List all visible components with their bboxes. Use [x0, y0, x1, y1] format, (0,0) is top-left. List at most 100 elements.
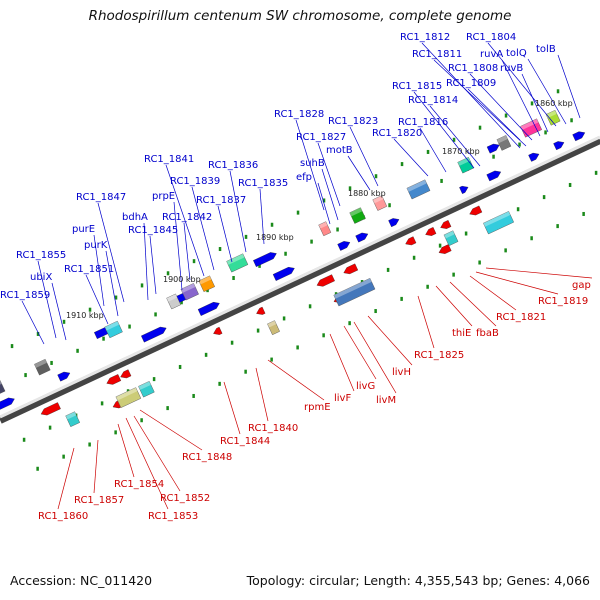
forward-gene-arrow — [528, 152, 540, 162]
leader-line-reverse — [485, 267, 593, 279]
leader-line-forward — [467, 88, 521, 141]
feature-block — [496, 135, 512, 151]
tick-mark — [284, 251, 287, 256]
feature-block-shine — [166, 293, 178, 302]
tick-mark — [426, 284, 429, 289]
tick-mark — [282, 316, 286, 321]
tick-mark — [530, 101, 534, 106]
tick-mark — [322, 198, 326, 203]
feature-block — [166, 293, 181, 310]
tick-mark — [452, 272, 455, 277]
gene-label-forward: suhB — [300, 158, 325, 169]
leader-line-forward — [295, 119, 325, 211]
tick-mark — [296, 345, 299, 350]
label-leader-lines — [21, 42, 593, 510]
gene-label-reverse: gap — [572, 280, 591, 291]
leader-line-reverse — [57, 447, 75, 510]
gene-label-forward: RC1_1851 — [64, 264, 114, 275]
gene-label-forward: RC1_1839 — [170, 176, 220, 187]
forward-gene — [0, 397, 15, 412]
tick-mark — [516, 207, 520, 212]
gene-label-forward: RC1_1823 — [328, 116, 378, 127]
gene-label-forward: purK — [84, 240, 108, 251]
tick-mark — [178, 364, 182, 369]
leader-line-forward — [321, 168, 339, 221]
leader-line-reverse — [449, 281, 497, 327]
tick-mark — [452, 137, 456, 142]
kbp-label: 1890 kbp — [256, 233, 294, 242]
leader-line-reverse — [223, 381, 241, 435]
feature-block — [349, 207, 366, 224]
tick-mark — [154, 312, 157, 317]
leader-line-reverse — [117, 423, 135, 478]
reverse-gene — [425, 227, 437, 236]
gene-label-reverse: fbaB — [476, 328, 499, 339]
reverse-gene-arrow — [40, 402, 61, 416]
leader-line-forward — [469, 73, 533, 141]
gene-label-reverse: livM — [376, 395, 396, 406]
leader-line-reverse — [329, 333, 355, 392]
tick-mark — [36, 466, 39, 471]
tick-mark — [270, 357, 273, 362]
gene-label-reverse: RC1_1852 — [160, 493, 210, 504]
colored-feature — [104, 320, 123, 339]
genome-summary-text: Topology: circular; Length: 4,355,543 bp… — [246, 573, 590, 588]
tick-mark — [374, 174, 378, 179]
leader-line-reverse — [435, 285, 473, 327]
reverse-gene — [316, 274, 335, 287]
leader-line-forward — [173, 201, 183, 291]
gene-label-reverse: RC1_1854 — [114, 479, 164, 490]
gene-label-reverse: rpmE — [304, 402, 331, 413]
gene-label-forward: RC1_1859 — [0, 290, 50, 301]
feature-block — [406, 179, 431, 200]
kbp-label: 1910 kbp — [66, 311, 104, 320]
reverse-gene-arrow — [256, 306, 266, 315]
feature-block-shine — [318, 221, 328, 229]
gene-label-reverse: RC1_1821 — [496, 312, 546, 323]
gene-label-forward: motB — [326, 145, 353, 156]
reverse-gene — [120, 369, 132, 379]
feature-block — [226, 253, 249, 273]
gene-label-forward: purE — [72, 224, 95, 235]
leader-line-reverse — [417, 295, 435, 349]
feature-block-shine — [443, 230, 455, 239]
kbp-label: 1860 kbp — [535, 99, 573, 108]
gene-label-reverse: RC1_1857 — [74, 495, 124, 506]
reverse-gene-arrow — [120, 369, 132, 379]
reverse-gene — [213, 326, 223, 335]
gene-label-forward: ubiX — [30, 272, 52, 283]
forward-gene-arrow — [337, 241, 351, 251]
forward-gene-arrow — [141, 326, 167, 343]
tick-mark — [232, 276, 235, 281]
gene-label-forward: RC1_1812 — [400, 32, 450, 43]
leader-line-forward — [85, 274, 109, 325]
tick-mark — [102, 336, 105, 341]
gene-label-forward: RC1_1811 — [412, 49, 462, 60]
leader-line-forward — [259, 188, 265, 245]
gene-label-reverse: RC1_1848 — [182, 452, 232, 463]
forward-gene-arrow — [553, 141, 565, 151]
gene-label-forward: tolB — [536, 44, 556, 55]
leader-line-forward — [413, 91, 475, 169]
reverse-gene — [469, 205, 483, 216]
gene-label-forward: RC1_1845 — [128, 225, 178, 236]
leader-line-forward — [317, 182, 331, 225]
gene-label-forward: RC1_1815 — [392, 81, 442, 92]
leader-line-forward — [105, 250, 119, 317]
tick-mark — [386, 267, 390, 272]
gene-label-forward: RC1_1816 — [398, 117, 448, 128]
gene-label-reverse: RC1_1853 — [148, 511, 198, 522]
gene-label-forward: RC1_1827 — [296, 132, 346, 143]
colored-feature — [520, 118, 543, 138]
tick-mark — [556, 224, 559, 229]
leader-line-forward — [21, 300, 45, 345]
gene-label-reverse: RC1_1840 — [248, 423, 298, 434]
leader-line-forward — [487, 42, 557, 127]
reverse-gene — [343, 263, 359, 275]
tick-mark — [62, 454, 65, 459]
leader-line-forward — [521, 73, 549, 133]
reverse-gene — [40, 402, 61, 416]
leader-line-forward — [349, 126, 379, 187]
feature-block — [457, 156, 474, 174]
tick-mark — [192, 393, 195, 398]
